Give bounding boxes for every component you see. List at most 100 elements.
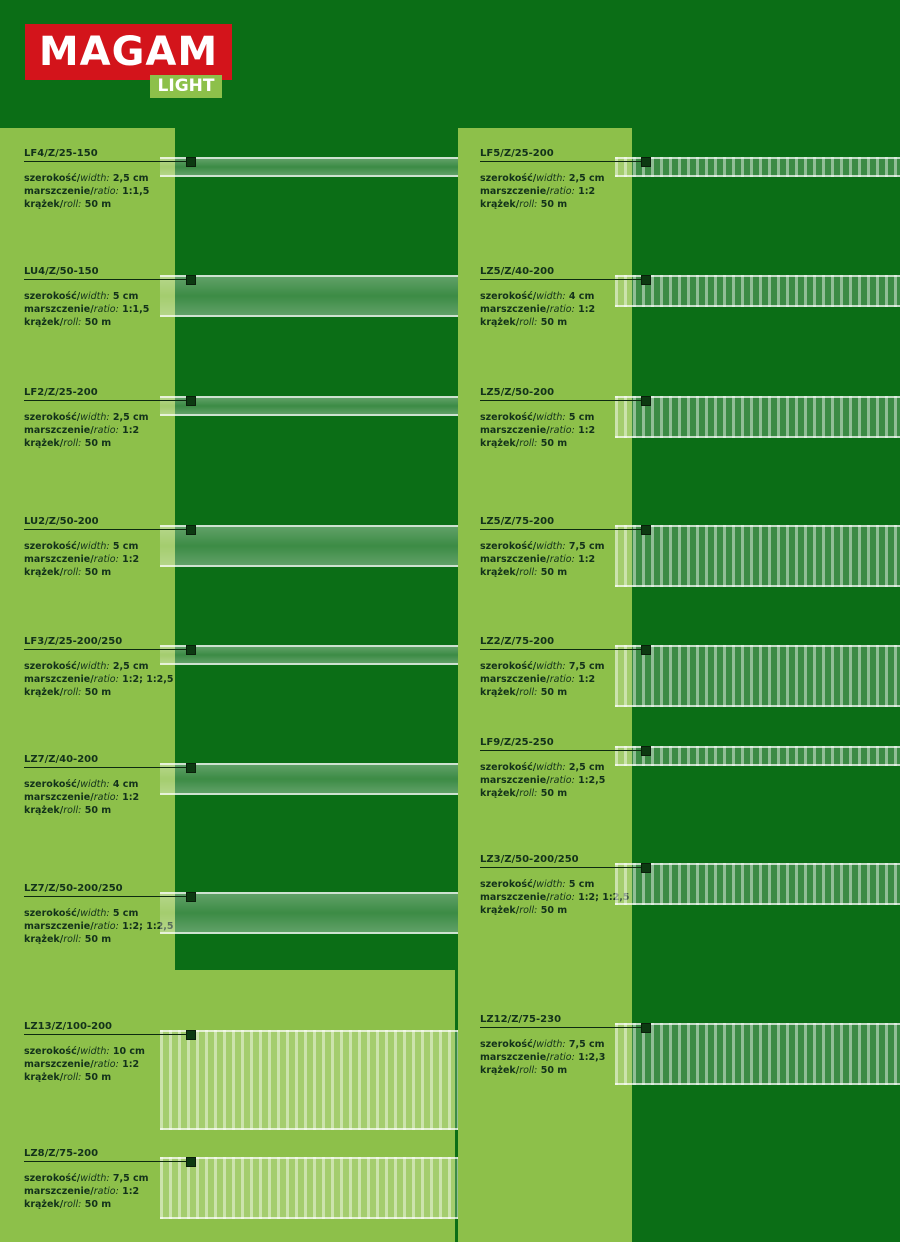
spec-label-en: roll: — [519, 905, 538, 916]
spec-row: marszczenie/ratio: 1:2 — [480, 553, 605, 566]
spec-row: krążek/roll: 50 m — [480, 437, 595, 450]
spec-label-en: roll: — [63, 438, 82, 449]
leader-marker — [641, 746, 651, 756]
spec-label: marszczenie/ — [24, 792, 94, 803]
spec-label: marszczenie/ — [480, 674, 550, 685]
spec-label: krążek/ — [24, 687, 64, 698]
spec-label: szerokość/ — [24, 908, 81, 919]
leader-line — [24, 1161, 190, 1162]
spec-value: 50 m — [540, 438, 568, 449]
spec-label-en: width: — [536, 1039, 566, 1050]
spec-value: 2,5 cm — [568, 173, 605, 184]
spec-value: 5 cm — [568, 879, 595, 890]
logo-line: LIGHT — [150, 75, 222, 98]
spec-label: szerokość/ — [24, 779, 81, 790]
spec-row: krążek/roll: 50 m — [24, 198, 149, 211]
spec-label: marszczenie/ — [24, 1059, 94, 1070]
leader-line — [24, 649, 190, 650]
spec-value: 50 m — [540, 567, 568, 578]
spec-row: krążek/roll: 50 m — [24, 804, 139, 817]
spec-label-en: ratio: — [549, 425, 575, 436]
spec-label-en: roll: — [519, 788, 538, 799]
spec-value: 7,5 cm — [112, 1173, 149, 1184]
tape-image — [615, 1023, 900, 1085]
spec-label: marszczenie/ — [480, 892, 550, 903]
leader-marker — [641, 396, 651, 406]
tape-image — [160, 892, 458, 934]
spec-row: marszczenie/ratio: 1:1,5 — [24, 303, 149, 316]
leader-marker — [186, 763, 196, 773]
spec-label-en: width: — [80, 1173, 110, 1184]
leader-line — [480, 649, 645, 650]
tape-image — [160, 1030, 458, 1130]
leader-marker — [641, 157, 651, 167]
spec-label-en: width: — [536, 661, 566, 672]
spec-label: szerokość/ — [24, 412, 81, 423]
spec-row: krążek/roll: 50 m — [480, 787, 605, 800]
leader-marker — [186, 1030, 196, 1040]
product-code: LZ2/Z/75-200 — [480, 636, 555, 647]
spec-label-en: ratio: — [93, 1059, 119, 1070]
product: LF9/Z/25-250 szerokość/width: 2,5 cm marsz… — [480, 736, 605, 800]
spec-label-en: width: — [80, 291, 110, 302]
product: LZ13/Z/100-200 szerokość/width: 10 cm mars… — [24, 1020, 145, 1084]
product: LZ5/Z/75-200 szerokość/width: 7,5 cm marsz… — [480, 515, 605, 579]
spec-row: marszczenie/ratio: 1:2 — [24, 553, 139, 566]
leader-line — [480, 529, 645, 530]
spec-value: 50 m — [540, 905, 568, 916]
spec-row: krążek/roll: 50 m — [24, 437, 149, 450]
spec-row: krążek/roll: 50 m — [480, 1064, 605, 1077]
spec-label: krążek/ — [24, 1072, 64, 1083]
spec-label-en: roll: — [63, 805, 82, 816]
product-code: LU2/Z/50-200 — [24, 516, 99, 527]
spec-value: 1:2 — [122, 425, 140, 436]
spec-row: marszczenie/ratio: 1:2 — [480, 303, 595, 316]
spec-label: marszczenie/ — [480, 425, 550, 436]
spec-label: marszczenie/ — [24, 186, 94, 197]
spec-label-en: width: — [80, 173, 110, 184]
spec-label: szerokość/ — [24, 173, 81, 184]
spec-value: 50 m — [84, 805, 112, 816]
spec-value: 2,5 cm — [568, 762, 605, 773]
spec-label: krążek/ — [480, 199, 520, 210]
spec-row: szerokość/width: 2,5 cm — [24, 660, 174, 673]
spec-label-en: roll: — [519, 317, 538, 328]
spec-label-en: ratio: — [93, 186, 119, 197]
spec-label-en: width: — [536, 762, 566, 773]
product-code: LZ5/Z/40-200 — [480, 266, 555, 277]
product: LZ5/Z/50-200 szerokość/width: 5 cm marszcz… — [480, 386, 595, 450]
spec-value: 50 m — [540, 687, 568, 698]
leader-marker — [641, 863, 651, 873]
spec-label: szerokość/ — [480, 412, 537, 423]
spec-label: krążek/ — [480, 905, 520, 916]
spec-value: 7,5 cm — [568, 1039, 605, 1050]
spec-row: marszczenie/ratio: 1:2 — [24, 1185, 149, 1198]
leader-line — [24, 161, 190, 162]
spec-value: 50 m — [540, 199, 568, 210]
spec-row: szerokość/width: 5 cm — [480, 878, 630, 891]
product: LU4/Z/50-150 szerokość/width: 5 cm marszcz… — [24, 265, 149, 329]
tape-image — [160, 1157, 458, 1219]
spec-row: krążek/roll: 50 m — [24, 1071, 145, 1084]
right-panel — [458, 128, 632, 1242]
product: LZ12/Z/75-230 szerokość/width: 7,5 cm mars… — [480, 1013, 605, 1077]
spec-label-en: roll: — [519, 1065, 538, 1076]
spec-value: 50 m — [540, 788, 568, 799]
spec-value: 2,5 cm — [112, 173, 149, 184]
spec-value: 1:2 — [122, 554, 140, 565]
spec-value: 5 cm — [112, 908, 139, 919]
spec-label: marszczenie/ — [480, 186, 550, 197]
tape-image — [160, 645, 458, 665]
spec-value: 1:2 — [578, 674, 596, 685]
spec-label: szerokość/ — [480, 173, 537, 184]
spec-value: 1:2 — [578, 554, 596, 565]
spec-label-en: roll: — [63, 1072, 82, 1083]
spec-label-en: width: — [80, 541, 110, 552]
leader-line — [24, 529, 190, 530]
product-code: LF3/Z/25-200/250 — [24, 636, 123, 647]
spec-row: szerokość/width: 5 cm — [24, 540, 139, 553]
product-code: LZ13/Z/100-200 — [24, 1021, 112, 1032]
spec-label-en: width: — [536, 291, 566, 302]
spec-label: krążek/ — [24, 567, 64, 578]
